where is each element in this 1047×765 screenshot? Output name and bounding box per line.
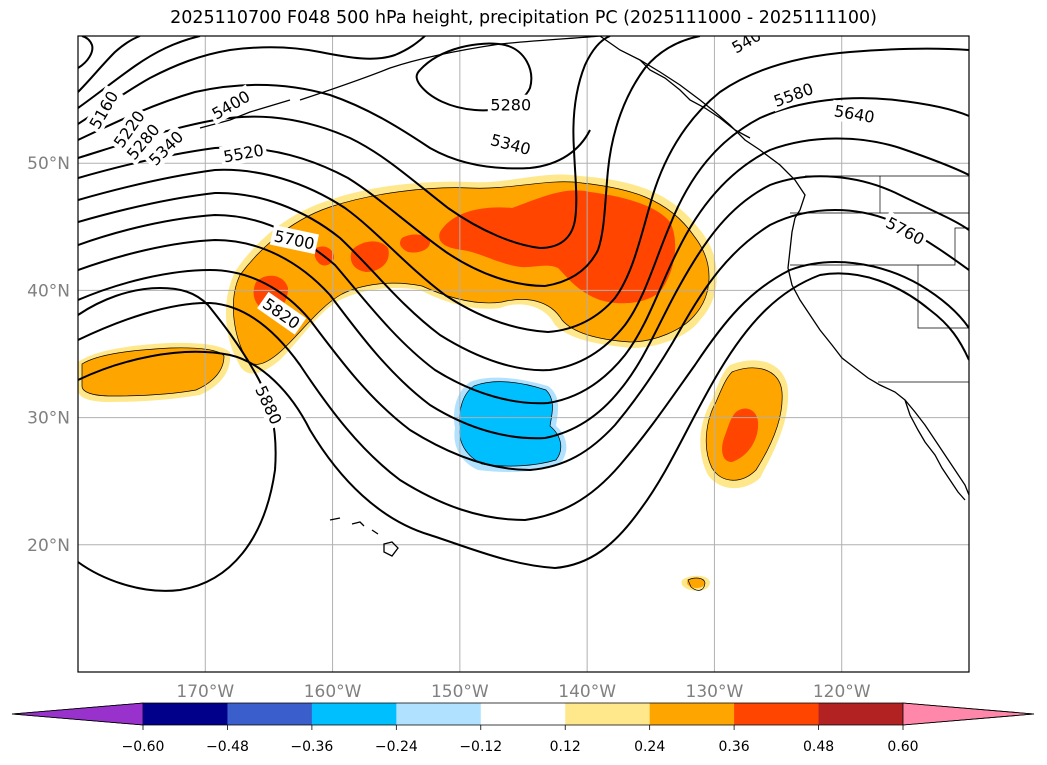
colorbar-bin <box>227 703 313 725</box>
colorbar-tick-label: 0.48 <box>803 739 834 755</box>
colorbar-bin <box>649 703 735 725</box>
contour-5280 <box>78 36 426 125</box>
contour-label: 5280 <box>487 94 534 115</box>
alaska-coastline <box>299 36 806 219</box>
lon-tick-label: 170°W <box>176 682 234 702</box>
contour-5880-east <box>78 272 969 570</box>
colorbar-extend-max <box>902 702 1035 726</box>
colorbar-bin <box>480 703 566 725</box>
svg-text:5640: 5640 <box>833 101 876 127</box>
contour-5700 <box>78 175 969 440</box>
colorbar: −0.60 −0.48 −0.36 −0.24 −0.12 0.12 0.24 0.36 0.4… <box>11 702 1035 755</box>
contour-5400 <box>78 36 611 250</box>
lat-tick-label: 30°N <box>27 409 70 429</box>
contour-5820 <box>78 261 969 522</box>
precip-core-red-2 <box>400 234 430 253</box>
lon-tick-label: 150°W <box>431 682 489 702</box>
svg-text:5760: 5760 <box>883 213 928 249</box>
map-title: 2025110700 F048 500 hPa height, precipit… <box>170 8 877 28</box>
precip-core-red-east <box>722 408 759 462</box>
colorbar-tick-label: −0.48 <box>206 739 249 755</box>
lon-tick-label: 140°W <box>558 682 616 702</box>
us-west-coastline <box>787 217 969 496</box>
lon-tick-label: 120°W <box>813 682 871 702</box>
colorbar-extend-min <box>11 702 144 726</box>
svg-text:5280: 5280 <box>490 96 531 115</box>
svg-text:5520: 5520 <box>222 141 265 167</box>
svg-text:5880: 5880 <box>251 383 285 428</box>
gridlines <box>78 36 969 672</box>
precip-area-blue <box>459 381 561 467</box>
colorbar-bin <box>396 703 482 725</box>
contour-label: 5160 <box>83 84 124 135</box>
contour-5160 <box>78 36 141 93</box>
contour-label: 5640 <box>830 99 879 128</box>
colorbar-tick-label: 0.60 <box>887 739 918 755</box>
colorbar-bin <box>818 703 904 725</box>
lat-tick-label: 50°N <box>27 154 70 174</box>
colorbar-bin <box>143 703 228 725</box>
baja-peninsula <box>904 399 966 501</box>
contour-5220 <box>78 36 201 109</box>
colorbar-ticks: −0.60 −0.48 −0.36 −0.24 −0.12 0.12 0.24 0.36 0.4… <box>122 725 919 755</box>
precip-core-red-main <box>439 190 676 304</box>
contour-5100 <box>78 36 94 69</box>
svg-text:5340: 5340 <box>489 130 533 159</box>
precip-outlines <box>81 181 783 591</box>
lon-tick-label: 130°W <box>686 682 744 702</box>
colorbar-tick-label: 0.36 <box>719 739 750 755</box>
precip-positive-shading <box>78 174 789 591</box>
contour-5640 <box>78 137 969 405</box>
colorbar-bin <box>734 703 820 725</box>
contour-label: 5760 <box>880 210 931 251</box>
colorbar-bins <box>11 702 1035 726</box>
contour-5580 <box>78 97 969 372</box>
colorbar-tick-label: −0.24 <box>375 739 418 755</box>
svg-text:5160: 5160 <box>85 88 122 133</box>
alaska-southeast <box>639 59 751 139</box>
colorbar-tick-label: −0.12 <box>459 739 502 755</box>
us-state-lines <box>790 176 969 329</box>
colorbar-bin <box>565 703 651 725</box>
hawaii-islands <box>329 517 399 557</box>
colorbar-tick-label: 0.24 <box>634 739 665 755</box>
lon-tick-label: 160°W <box>304 682 362 702</box>
contour-label: 5340 <box>485 128 536 160</box>
map-frame <box>77 35 970 673</box>
colorbar-tick-label: 0.12 <box>550 739 581 755</box>
lat-tick-label: 40°N <box>27 281 70 301</box>
colorbar-bin <box>311 703 397 725</box>
lat-tick-label: 20°N <box>27 536 70 556</box>
contour-5760 <box>78 209 969 472</box>
political-boundaries <box>790 175 969 383</box>
contour-5520 <box>78 47 969 334</box>
precip-area-orange-west <box>82 347 224 396</box>
precip-core-red-1 <box>350 241 389 272</box>
precip-area-orange-small <box>687 578 705 588</box>
contour-label: 540 <box>725 36 767 59</box>
colorbar-tick-label: −0.36 <box>290 739 333 755</box>
contour-label: 5400 <box>205 84 256 125</box>
colorbar-tick-label: −0.60 <box>122 739 165 755</box>
contour-5340 <box>78 83 591 170</box>
axis-labels: 170°W 160°W 150°W 140°W 130°W 120°W 20°N 30°N 40… <box>27 154 871 702</box>
